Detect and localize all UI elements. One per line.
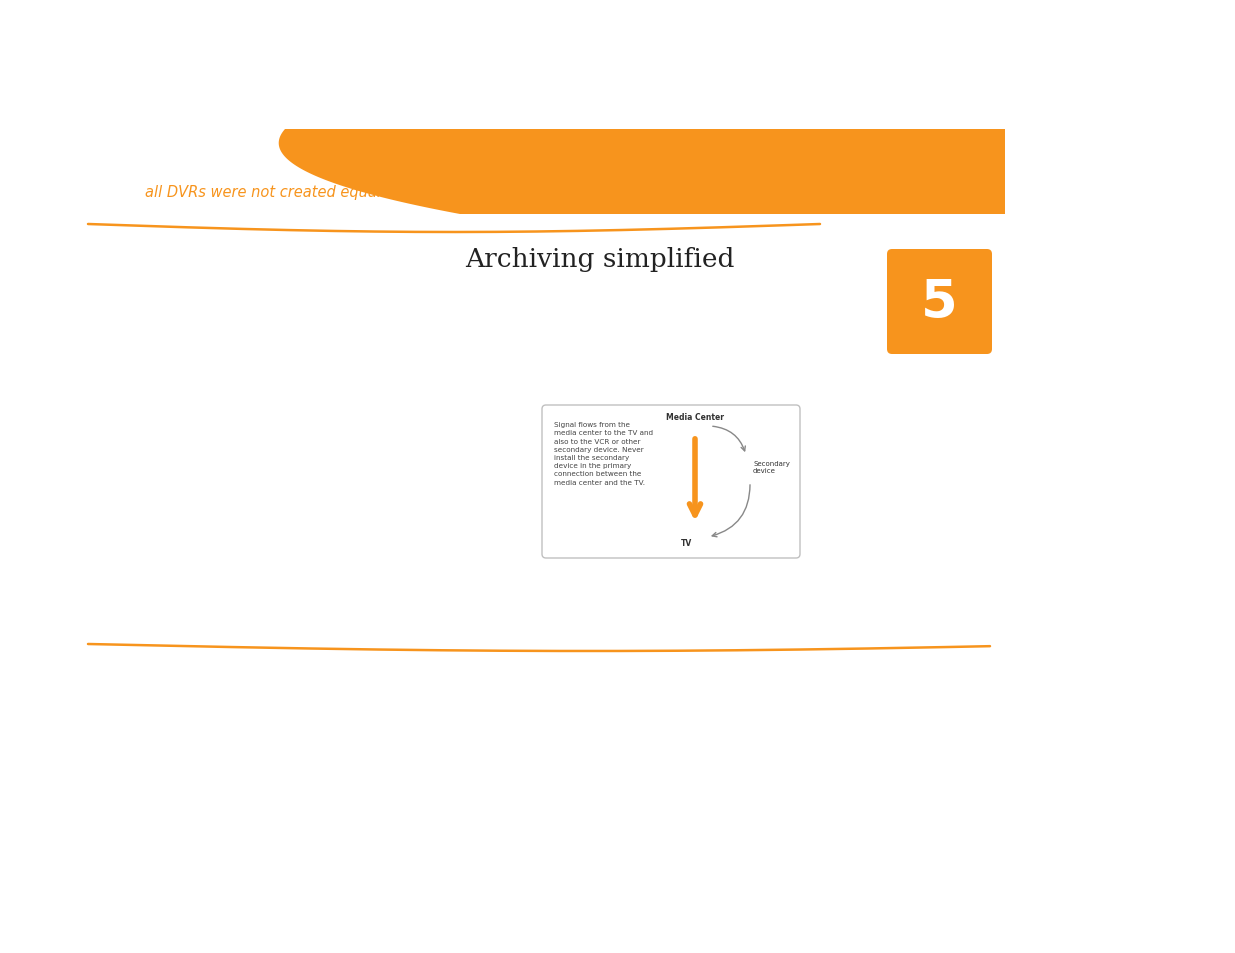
Text: Archiving simplified: Archiving simplified — [466, 247, 735, 272]
Text: Media Center: Media Center — [666, 413, 724, 421]
FancyBboxPatch shape — [887, 250, 992, 355]
FancyBboxPatch shape — [542, 406, 800, 558]
Polygon shape — [279, 130, 1005, 214]
Text: Secondary
device: Secondary device — [753, 461, 790, 474]
Text: TV: TV — [680, 537, 692, 547]
Text: Signal flows from the
media center to the TV and
also to the VCR or other
second: Signal flows from the media center to th… — [555, 421, 653, 485]
Text: 5: 5 — [921, 276, 958, 328]
Text: all DVRs were not created equal: all DVRs were not created equal — [144, 184, 382, 199]
